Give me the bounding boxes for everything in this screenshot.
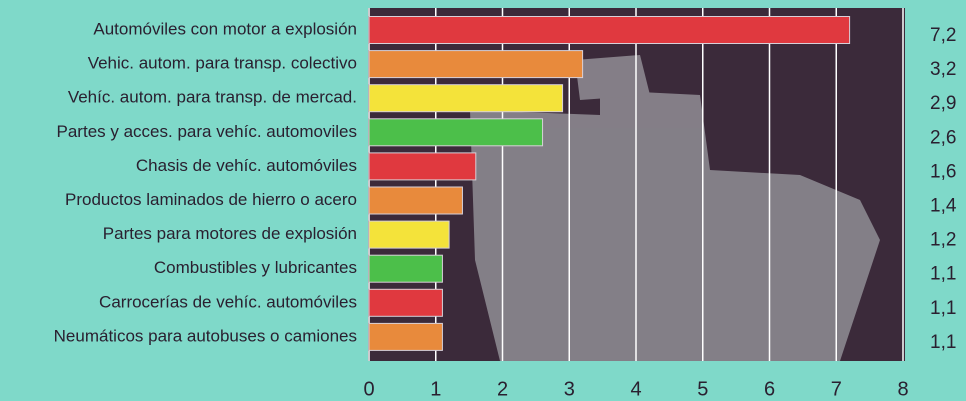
value-label: 1,2 — [930, 230, 956, 251]
category-label: Carrocerías de vehíc. automóviles — [99, 292, 357, 311]
bar — [368, 152, 477, 181]
value-label: 3,2 — [930, 59, 956, 80]
bar — [368, 322, 443, 351]
bar — [368, 16, 851, 44]
category-label: Vehic. autom. para transp. colectivo — [88, 54, 357, 73]
value-label: 1,1 — [930, 332, 956, 353]
value-label: 2,6 — [930, 127, 956, 148]
category-label: Automóviles con motor a explosión — [93, 19, 357, 38]
value-label: 7,2 — [930, 25, 956, 46]
x-tick-label: 7 — [831, 378, 842, 400]
category-label: Productos laminados de hierro o acero — [65, 190, 357, 209]
category-label: Partes y acces. para vehíc. automoviles — [57, 122, 357, 141]
bar — [368, 288, 443, 317]
value-label: 1,4 — [930, 196, 957, 217]
x-tick-label: 4 — [630, 378, 641, 400]
x-tick-label: 6 — [764, 378, 775, 400]
value-label: 2,9 — [930, 93, 956, 114]
category-label: Chasis de vehíc. automóviles — [136, 156, 357, 175]
x-tick-label: 2 — [497, 378, 508, 400]
x-tick-label: 1 — [430, 378, 441, 400]
bar — [368, 118, 544, 147]
category-label: Vehíc. autom. para transp. de mercad. — [68, 88, 357, 107]
value-label: 1,1 — [930, 298, 956, 319]
bar — [368, 186, 463, 215]
ship-silhouette — [470, 55, 880, 361]
x-tick-label: 8 — [897, 378, 908, 400]
value-label: 1,1 — [930, 264, 956, 285]
bar — [368, 254, 443, 283]
bar — [368, 220, 450, 249]
x-tick-label: 3 — [564, 378, 575, 400]
category-label: Combustibles y lubricantes — [154, 258, 357, 277]
bar — [368, 50, 584, 79]
value-label: 1,6 — [930, 161, 956, 182]
x-tick-label: 0 — [363, 378, 374, 400]
category-label: Neumáticos para autobuses o camiones — [54, 326, 357, 345]
bar — [368, 84, 564, 113]
x-tick-label: 5 — [697, 378, 708, 400]
category-label: Partes para motores de explosión — [103, 224, 357, 243]
